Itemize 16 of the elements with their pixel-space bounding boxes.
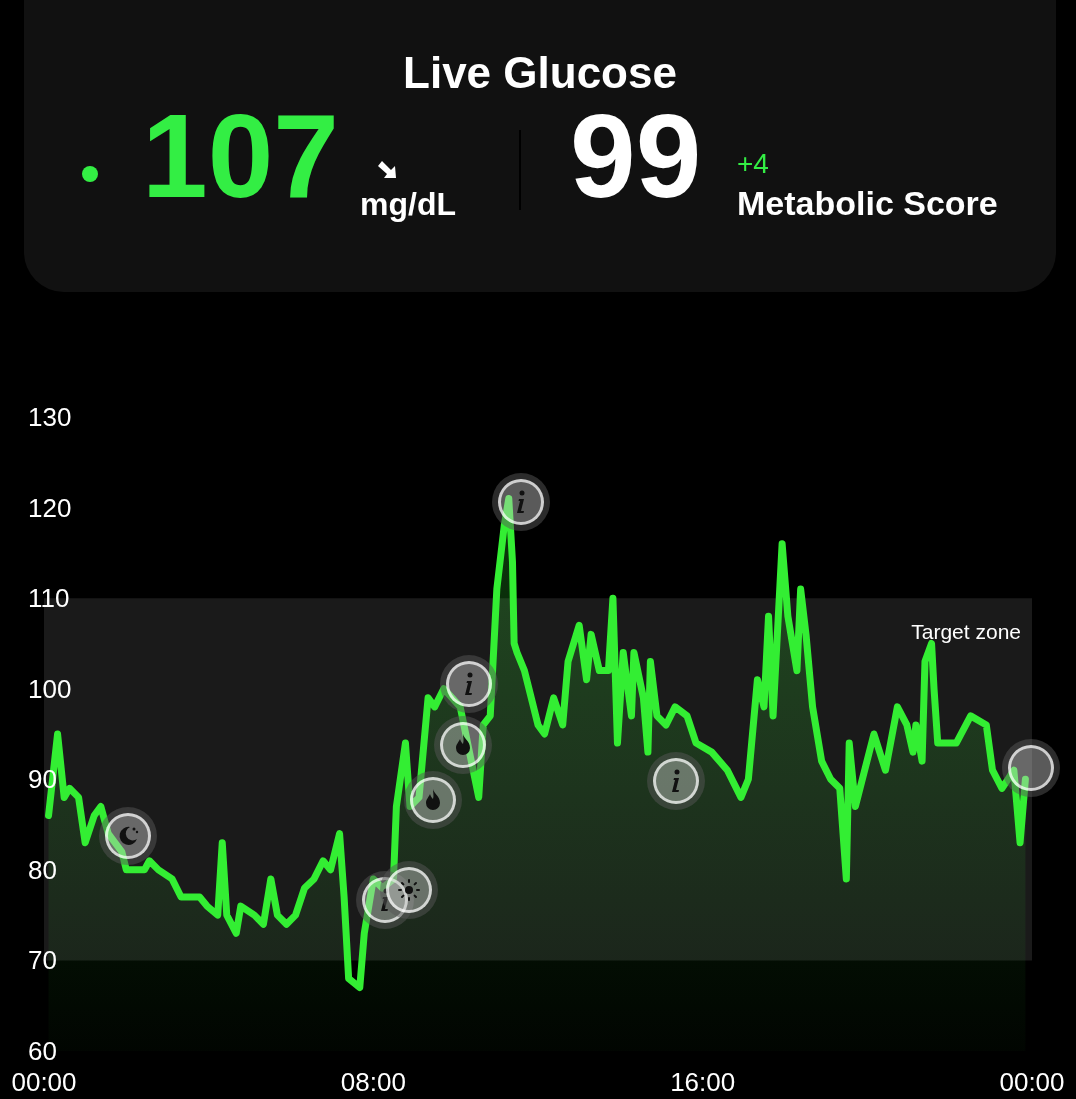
x-tick-label: 08:00 <box>340 1067 406 1097</box>
y-tick-label: 100 <box>28 673 72 704</box>
y-tick-label: 60 <box>28 1036 57 1066</box>
text: 107 <box>142 89 339 224</box>
x-tick-label: 00:00 <box>999 1067 1065 1097</box>
x-tick-label: 00:00 <box>11 1067 77 1097</box>
band-label: Target zone <box>911 620 1021 644</box>
y-tick-label: 80 <box>28 854 57 885</box>
text: +4 <box>737 148 769 180</box>
text: Metabolic Score <box>737 184 998 223</box>
text: mg/dL <box>360 186 456 223</box>
y-tick-label: 70 <box>28 945 57 976</box>
y-tick-label: 130 <box>28 402 72 432</box>
y-tick-label: 120 <box>28 492 72 523</box>
x-tick-label: 16:00 <box>670 1067 736 1097</box>
y-tick-label: 110 <box>28 583 70 614</box>
